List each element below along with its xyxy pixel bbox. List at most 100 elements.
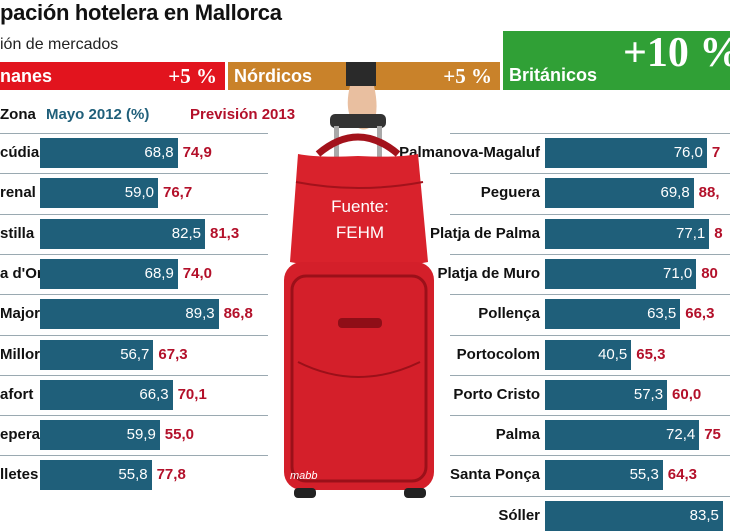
value-label-mayo-2012: 40,5 — [598, 345, 628, 363]
row-separator — [0, 294, 268, 296]
row-separator — [0, 415, 268, 417]
bar-mayo-2012 — [545, 420, 700, 451]
value-label-prevision-2013: 66,3 — [685, 305, 715, 323]
value-label-mayo-2012: 55,3 — [629, 466, 659, 484]
small-bag — [290, 154, 428, 269]
zone-label: stilla — [0, 224, 35, 242]
bar-mayo-2012 — [40, 460, 152, 491]
zone-label: epera — [0, 426, 41, 444]
zone-label: Santa Ponça — [449, 466, 540, 484]
row-separator — [0, 213, 268, 215]
value-label-prevision-2013: 74,0 — [182, 264, 212, 282]
row-separator — [0, 253, 268, 255]
value-label-prevision-2013: 7 — [711, 144, 721, 161]
zone-label: Palma — [495, 426, 540, 444]
suitcase-side-handle — [338, 318, 382, 328]
small-bag-seam — [295, 181, 424, 189]
value-label-prevision-2013: 60,0 — [672, 385, 702, 403]
bar-mayo-2012 — [40, 178, 158, 209]
bar-mayo-2012 — [545, 218, 710, 249]
zone-label: lletes — [0, 466, 39, 484]
bar-mayo-2012 — [545, 178, 694, 209]
suitcase-illustration: Fuente: FEHM — [284, 62, 434, 498]
value-label-mayo-2012: 59,9 — [126, 426, 156, 444]
header-zona: Zona — [0, 106, 36, 123]
value-label-mayo-2012: 76,0 — [673, 144, 703, 161]
bar-mayo-2012 — [40, 339, 154, 370]
zone-label: Portocolom — [456, 345, 540, 363]
chart-subtitle: ión de mercados — [0, 36, 119, 53]
row-separator — [450, 173, 730, 175]
row-separator — [0, 455, 268, 457]
zone-label: a d'Or — [0, 264, 43, 282]
suitcase-zipper — [290, 274, 428, 483]
value-label-mayo-2012: 68,9 — [144, 264, 174, 282]
chart-title: pación hotelera en Mallorca — [0, 0, 282, 25]
value-label-mayo-2012: 66,3 — [139, 385, 169, 403]
row-separator — [450, 495, 730, 497]
market-banner-britanicos: Británicos +10 % — [503, 31, 730, 90]
bar-mayo-2012 — [40, 299, 219, 330]
market-name: Británicos — [509, 65, 598, 85]
zone-label: afort — [0, 385, 34, 403]
illustration-credit: mabb — [290, 470, 318, 482]
bar-mayo-2012 — [545, 258, 697, 289]
value-label-mayo-2012: 63,5 — [647, 305, 677, 323]
value-label-mayo-2012: 57,3 — [633, 385, 664, 403]
header-prevision-2013: Previsión 2013 — [190, 106, 296, 123]
zone-label: Porto Cristo — [453, 385, 540, 403]
value-label-prevision-2013: 55,0 — [164, 426, 194, 444]
row-separator — [450, 294, 730, 296]
market-name: Nórdicos — [234, 66, 313, 86]
row-separator — [450, 133, 730, 134]
value-label-mayo-2012: 56,7 — [120, 345, 150, 363]
zone-label: cúdia — [0, 144, 40, 161]
source-label: Fuente: — [331, 197, 389, 216]
bar-mayo-2012 — [545, 379, 668, 410]
source-name: FEHM — [336, 223, 384, 242]
value-label-prevision-2013: 8 — [714, 224, 723, 242]
market-growth: +10 % — [623, 31, 730, 76]
value-label-mayo-2012: 68,8 — [144, 144, 174, 161]
value-label-mayo-2012: 82,5 — [171, 224, 201, 242]
small-bag-strap — [315, 133, 401, 157]
row-separator — [450, 213, 730, 215]
value-label-prevision-2013: 81,3 — [210, 224, 240, 242]
value-label-mayo-2012: 77,1 — [676, 224, 706, 242]
row-separator — [0, 374, 268, 376]
zone-label: Pollença — [478, 305, 540, 323]
value-label-prevision-2013: 80 — [701, 264, 718, 282]
value-label-mayo-2012: 69,8 — [660, 184, 690, 202]
zone-label: Platja de Muro — [437, 264, 540, 282]
bar-mayo-2012 — [40, 379, 173, 410]
zone-label: Sóller — [498, 506, 540, 524]
row-separator — [0, 173, 268, 175]
value-label-mayo-2012: 83,5 — [689, 506, 719, 524]
suitcase-pocket — [297, 361, 421, 378]
value-label-prevision-2013: 77,8 — [156, 466, 186, 484]
row-separator — [450, 374, 730, 376]
bar-mayo-2012 — [545, 138, 707, 168]
row-separator — [450, 334, 730, 336]
bar-mayo-2012 — [40, 258, 178, 289]
value-label-mayo-2012: 71,0 — [663, 264, 693, 282]
bar-mayo-2012 — [545, 460, 663, 491]
zone-label: Millor — [0, 345, 40, 363]
zone-label: Major — [0, 305, 41, 323]
wheel-left — [294, 488, 316, 498]
market-banner-alemanes: nanes +5 % — [0, 62, 225, 90]
market-growth: +5 % — [168, 64, 217, 88]
row-separator — [450, 415, 730, 417]
market-growth: +5 % — [443, 64, 492, 88]
value-label-prevision-2013: 74,9 — [182, 144, 212, 161]
bar-mayo-2012 — [545, 299, 681, 330]
value-label-prevision-2013: 75 — [704, 426, 721, 444]
zone-label: Palmanova-Magaluf — [399, 144, 540, 161]
value-label-mayo-2012: 89,3 — [185, 305, 215, 323]
value-label-mayo-2012: 59,0 — [124, 184, 154, 202]
value-label-prevision-2013: 67,3 — [158, 345, 188, 363]
row-separator — [0, 334, 268, 336]
value-label-prevision-2013: 88, — [698, 184, 720, 202]
row-separator — [450, 455, 730, 457]
handle-grip — [330, 114, 386, 128]
